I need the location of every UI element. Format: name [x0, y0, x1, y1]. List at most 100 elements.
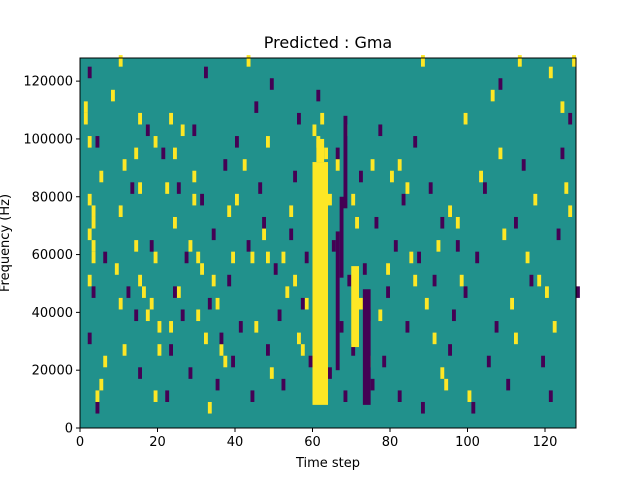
- x-tick-label: 100: [455, 435, 480, 450]
- heatmap-cell: [138, 274, 142, 287]
- x-axis-label: Time step: [295, 456, 360, 471]
- heatmap-cell: [95, 390, 100, 402]
- heatmap-cell: [494, 321, 499, 333]
- heatmap-cell: [386, 286, 390, 298]
- heatmap-cell: [300, 344, 305, 356]
- x-tick-label: 120: [533, 435, 558, 450]
- heatmap-cell: [324, 147, 328, 160]
- heatmap-cell: [370, 159, 375, 171]
- heatmap-cell: [204, 332, 208, 345]
- heatmap-cell: [335, 159, 340, 171]
- heatmap-cell: [347, 274, 352, 287]
- heatmap-cell: [91, 216, 96, 229]
- heatmap-cell: [424, 297, 429, 310]
- heatmap-cell: [95, 401, 100, 414]
- heatmap-cell: [552, 321, 557, 333]
- heatmap-cell: [448, 344, 452, 356]
- heatmap-cell: [227, 274, 232, 287]
- heatmap-cell: [405, 321, 410, 333]
- heatmap-cell: [227, 205, 232, 217]
- heatmap-cell: [312, 124, 317, 137]
- heatmap-cell: [87, 66, 92, 79]
- heatmap-cell: [242, 159, 247, 171]
- heatmap-cell: [362, 263, 367, 275]
- heatmap-cell: [134, 240, 139, 252]
- heatmap-cell: [486, 355, 491, 368]
- chart-title: Predicted : Gma: [264, 33, 392, 52]
- x-axis: 0 20 40 60 80 100 120: [76, 428, 558, 450]
- heatmap-cell: [219, 344, 224, 356]
- heatmap-cell: [87, 274, 92, 287]
- heatmap-cell: [188, 240, 193, 252]
- heatmap-cell: [359, 170, 363, 183]
- heatmap-cell: [285, 286, 290, 298]
- heatmap-cell: [455, 240, 460, 252]
- heatmap-cells: [83, 55, 580, 414]
- heatmap-cell: [448, 205, 452, 217]
- heatmap-cell: [231, 355, 235, 368]
- heatmap-cell: [87, 228, 92, 241]
- heatmap-cell: [157, 321, 162, 333]
- heatmap-cell: [359, 297, 363, 310]
- heatmap-cell: [413, 136, 418, 148]
- heatmap-cell: [130, 182, 135, 194]
- x-tick-label: 20: [149, 435, 166, 450]
- heatmap-band: [351, 266, 359, 348]
- heatmap-cell: [300, 297, 305, 310]
- heatmap-cell: [498, 78, 503, 90]
- heatmap-cell: [413, 274, 418, 287]
- heatmap-cell: [87, 332, 92, 345]
- heatmap-cell: [91, 205, 96, 217]
- heatmap-cell: [246, 55, 251, 67]
- heatmap-cell: [173, 147, 177, 160]
- heatmap-cell: [475, 251, 480, 264]
- heatmap-cell: [235, 193, 239, 206]
- heatmap-cell: [103, 251, 108, 264]
- heatmap-cell: [200, 263, 204, 275]
- heatmap-cell: [517, 55, 522, 67]
- heatmap-cell: [111, 89, 115, 102]
- heatmap-cell: [262, 228, 266, 241]
- heatmap-cell: [351, 344, 356, 356]
- heatmap-cell: [432, 274, 437, 287]
- heatmap-cell: [238, 321, 243, 333]
- heatmap-cell: [250, 251, 255, 264]
- heatmap-cell: [200, 193, 204, 206]
- heatmap-cell: [169, 112, 173, 125]
- heatmap-cell: [165, 390, 170, 402]
- heatmap-cell: [560, 101, 565, 113]
- heatmap-cell: [502, 228, 507, 241]
- heatmap-cell: [169, 321, 173, 333]
- heatmap-cell: [304, 251, 309, 264]
- heatmap-cell: [180, 309, 185, 322]
- heatmap-cell: [467, 390, 472, 402]
- heatmap-cell: [417, 251, 421, 264]
- heatmap-cell: [281, 378, 286, 391]
- heatmap-cell: [545, 286, 549, 298]
- heatmap-cell: [215, 378, 220, 391]
- heatmap-cell: [382, 355, 387, 368]
- heatmap-cell: [269, 78, 274, 90]
- heatmap-cell: [463, 112, 468, 125]
- heatmap-cell: [223, 355, 228, 368]
- heatmap-cell: [192, 193, 197, 206]
- heatmap-cell: [576, 286, 580, 298]
- heatmap-cell: [196, 309, 201, 322]
- heatmap-cell: [192, 124, 197, 137]
- heatmap-cell: [211, 274, 216, 287]
- heatmap-cell: [254, 321, 259, 333]
- y-axis: 0 20000 40000 60000 80000 100000 120000: [23, 75, 80, 437]
- y-tick-label: 0: [65, 422, 73, 437]
- heatmap-cell: [114, 263, 119, 275]
- heatmap-cell: [490, 89, 495, 102]
- heatmap-cell: [273, 263, 278, 275]
- heatmap-cell: [293, 170, 297, 183]
- heatmap-band: [343, 115, 348, 209]
- heatmap-cell: [521, 159, 526, 171]
- heatmap-cell: [343, 390, 348, 402]
- heatmap-cell: [142, 286, 146, 298]
- heatmap-cell: [83, 101, 88, 113]
- heatmap-cell: [103, 355, 108, 368]
- heatmap-cell: [207, 401, 212, 414]
- heatmap-cell: [91, 240, 96, 252]
